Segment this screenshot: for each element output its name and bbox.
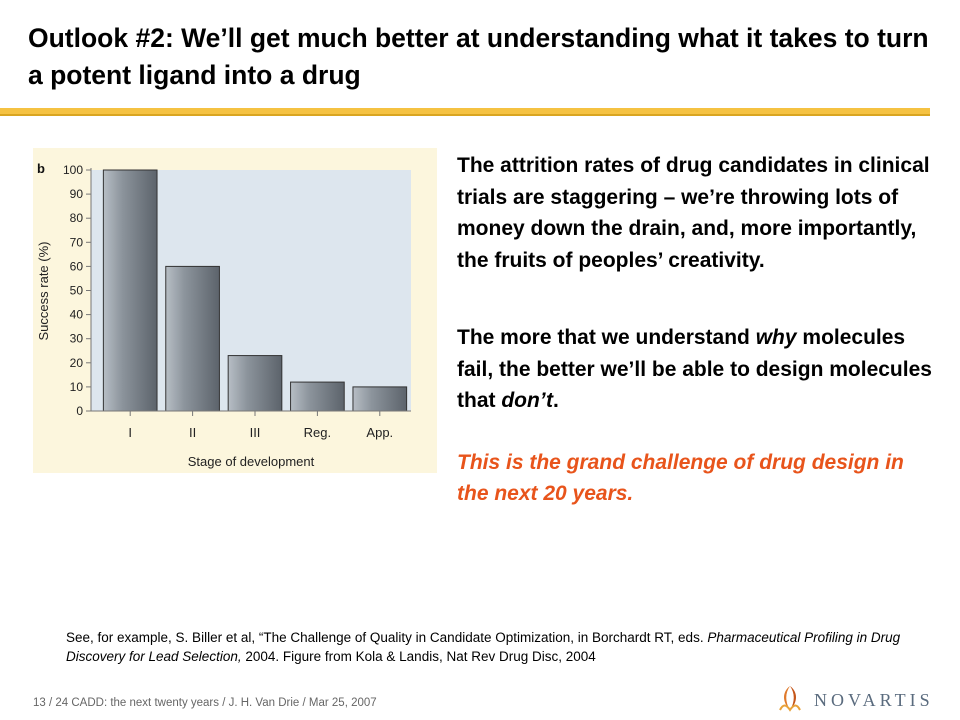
y-axis-label: Success rate (%) xyxy=(36,242,51,341)
y-tick-label: 50 xyxy=(70,284,84,298)
emphasis-why: why xyxy=(755,326,797,349)
citation-text-1: See, for example, S. Biller et al, “The … xyxy=(66,630,708,645)
bar-i xyxy=(102,169,158,412)
y-tick-label: 0 xyxy=(76,404,83,418)
citation: See, for example, S. Biller et al, “The … xyxy=(66,629,936,666)
x-axis-label: Stage of development xyxy=(188,454,315,469)
x-tick-label: I xyxy=(128,425,132,440)
y-tick-label: 80 xyxy=(70,211,84,225)
novartis-logo-text: NOVARTIS xyxy=(814,690,934,710)
y-tick-label: 30 xyxy=(70,332,84,346)
para-2-text-2: molecules fail, the better we’ll be able… xyxy=(457,326,932,412)
para-2-text-1: The more that we understand xyxy=(457,326,756,349)
title-underline-shadow xyxy=(0,114,930,116)
citation-book-title: Pharmaceutical Profiling in Drug Discove… xyxy=(66,630,901,664)
title-underline xyxy=(0,108,930,115)
understanding-paragraph: The more that we understand why molecule… xyxy=(457,322,937,417)
x-tick-label: II xyxy=(189,425,196,440)
bar-iii xyxy=(227,355,283,412)
y-tick-label: 90 xyxy=(70,187,84,201)
x-tick-label: App. xyxy=(366,425,393,440)
x-tick-label: III xyxy=(250,425,261,440)
bar-ii xyxy=(165,265,220,412)
y-tick-label: 40 xyxy=(70,308,84,322)
y-tick-label: 20 xyxy=(70,356,84,370)
x-tick-label: Reg. xyxy=(304,425,331,440)
slide-footer: 13 / 24 CADD: the next twenty years / J.… xyxy=(33,697,377,709)
novartis-logo-icon xyxy=(779,686,801,712)
emphasis-dont: don’t xyxy=(501,389,554,412)
citation-text-2: 2004. Figure from Kola & Landis, Nat Rev… xyxy=(241,648,596,664)
chart-figure: 0 10 20 30 40 50 60 70 80 90 100 I II III Reg. App. b … xyxy=(33,148,437,473)
body-text: The attrition rates of drug candidates i… xyxy=(457,150,937,510)
attrition-paragraph: The attrition rates of drug candidates i… xyxy=(457,154,930,272)
y-tick-label: 70 xyxy=(70,235,84,249)
bar-reg xyxy=(290,381,345,412)
panel-label: b xyxy=(37,161,45,176)
slide-title: Outlook #2: We’ll get much better at und… xyxy=(28,23,929,90)
y-tick-label: 100 xyxy=(63,163,83,177)
y-tick-label: 60 xyxy=(70,259,84,273)
para-2-text-3: . xyxy=(553,389,559,412)
bar-app xyxy=(352,386,408,412)
grand-challenge-statement: This is the grand challenge of drug desi… xyxy=(457,450,904,506)
y-tick-label: 10 xyxy=(70,380,84,394)
